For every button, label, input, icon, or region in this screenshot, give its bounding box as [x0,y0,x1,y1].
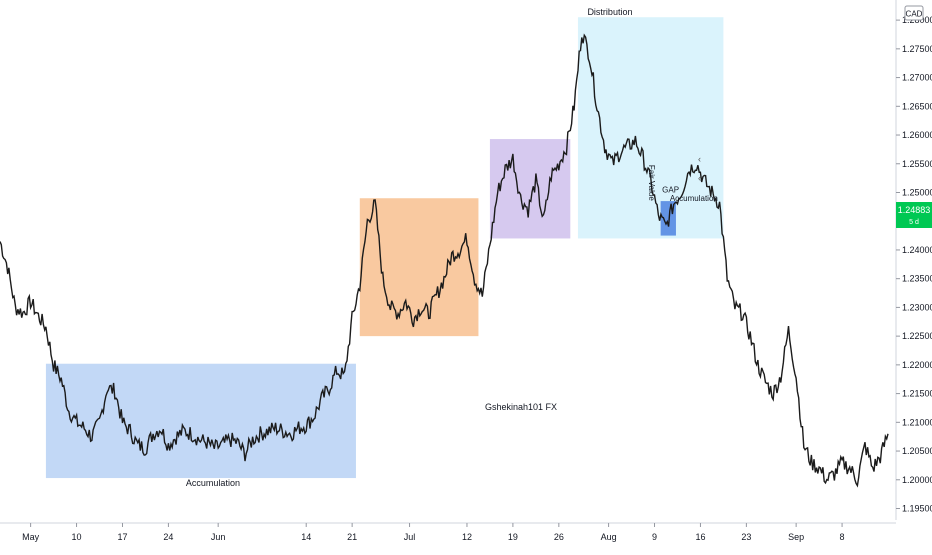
price-label-value: 1.24883 [898,205,931,215]
zone-box[interactable] [489,139,571,239]
x-tick-label: 14 [301,532,311,542]
x-ticks: May 10 17 24 Jun 14 21 Jul 12 19 26 Aug 9 16 23 Sep 8 [22,523,845,542]
zone-label: Accumulation [186,478,240,488]
x-tick-label: 8 [840,532,845,542]
y-tick-label: 1.22500 [902,331,932,341]
x-tick-label: 16 [695,532,705,542]
x-tick-label: May [22,532,40,542]
currency-badge: CAD [906,10,923,19]
zone-box[interactable] [577,17,724,239]
y-tick-label: 1.25500 [902,159,932,169]
y-ticks: 1.280001.275001.270001.265001.260001.255… [896,15,932,514]
y-tick-label: 1.26000 [902,130,932,140]
y-tick-label: 1.26500 [902,101,932,111]
y-tick-label: 1.23500 [902,274,932,284]
collapse-arrow-icon[interactable]: ‹ [698,154,701,164]
y-tick-label: 1.21000 [902,417,932,427]
x-tick-label: 17 [117,532,127,542]
x-tick-label: 9 [652,532,657,542]
y-tick-label: 1.19500 [902,504,932,514]
x-tick-label: 12 [462,532,472,542]
x-tick-label: 26 [554,532,564,542]
series-layer [0,33,889,488]
y-tick-label: 1.23000 [902,302,932,312]
y-tick-label: 1.20000 [902,475,932,485]
x-tick-label: 19 [508,532,518,542]
y-tick-label: 1.25000 [902,187,932,197]
x-tick-label: Jul [404,532,416,542]
y-tick-label: 1.20500 [902,446,932,456]
zones-layer: Accumulation Distribution [45,7,724,488]
x-tick-label: 24 [163,532,173,542]
y-tick-label: 1.27500 [902,44,932,54]
price-axis[interactable]: 1.280001.275001.270001.265001.260001.255… [698,0,932,520]
x-tick-label: 10 [72,532,82,542]
x-tick-label: Jun [211,532,226,542]
y-tick-label: 1.22000 [902,360,932,370]
y-tick-label: 1.24000 [902,245,932,255]
price-label: 1.24883 5 d [896,202,932,228]
chart-annotation: Accumulation [670,194,718,203]
x-tick-label: Sep [788,532,804,542]
price-label-box [896,202,932,228]
zone-label: Distribution [587,7,632,17]
time-axis[interactable]: May 10 17 24 Jun 14 21 Jul 12 19 26 Aug 9 16 23 Sep 8 [0,522,896,542]
chart-annotation: Fair Value [647,165,656,201]
watermark: Gshekinah101 FX [485,402,557,412]
chart-annotation: GAP [662,185,679,194]
zone-box[interactable] [45,363,356,479]
x-tick-label: Aug [601,532,617,542]
y-tick-label: 1.27000 [902,73,932,83]
x-tick-label: 23 [741,532,751,542]
price-label-sub: 5 d [909,219,919,226]
y-tick-label: 1.21500 [902,389,932,399]
currency-badge-box[interactable] [904,5,924,21]
collapse-arrow-icon[interactable]: ‹ [698,173,701,183]
price-series-line [0,33,889,488]
x-tick-label: 21 [347,532,357,542]
